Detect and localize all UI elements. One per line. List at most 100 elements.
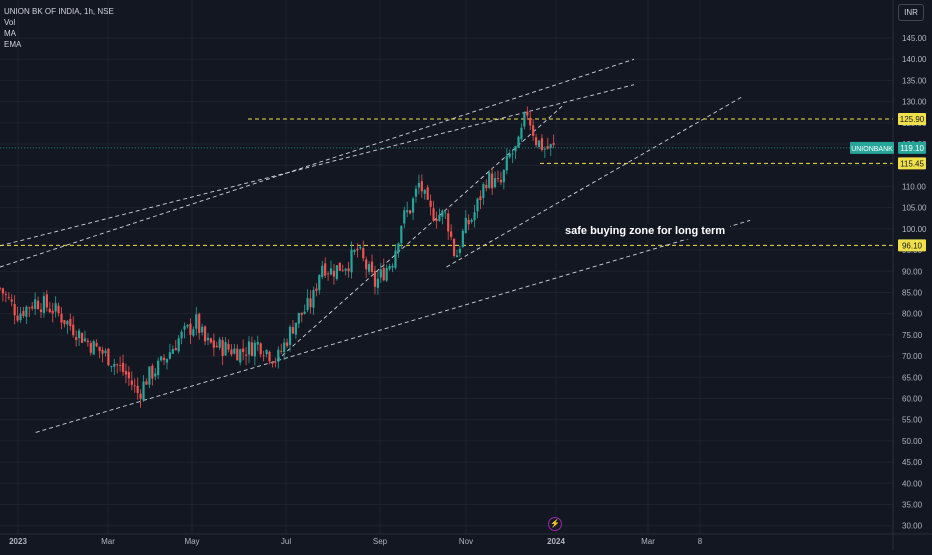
level-label-box [898, 239, 926, 252]
candle-body [265, 350, 268, 354]
candle-body [186, 324, 189, 327]
candle-body [239, 349, 242, 363]
candle-body [523, 112, 526, 127]
candle-body [154, 373, 157, 377]
candle-body [291, 327, 295, 334]
candle-body [318, 275, 321, 291]
candle-body [476, 198, 479, 212]
candle-body [250, 342, 254, 356]
candle-body [198, 313, 201, 333]
candle-body [455, 255, 459, 258]
candle-body [209, 338, 213, 343]
candle-body [92, 340, 95, 355]
candle-body [0, 287, 2, 289]
candle-body [467, 219, 470, 225]
x-tick-label: May [184, 537, 199, 546]
candle-body [303, 311, 306, 314]
candle-body [171, 349, 174, 354]
candle-body [230, 349, 233, 355]
candle-body [113, 363, 116, 367]
candle-body [95, 343, 98, 347]
candle-body [57, 305, 60, 314]
candle-body [160, 356, 163, 361]
candle-body [233, 348, 236, 354]
candle-body [368, 264, 371, 272]
candle-body [224, 342, 227, 356]
y-tick-label: 130.00 [902, 98, 927, 107]
candle-body [537, 140, 541, 147]
y-tick-label: 65.00 [902, 373, 923, 382]
candle-body [101, 349, 104, 354]
candle-body [543, 148, 546, 150]
trend-line[interactable] [0, 58, 635, 268]
level-label-box [898, 157, 926, 170]
candle-body [168, 352, 172, 359]
candle-body [335, 265, 338, 280]
candle-body [491, 173, 494, 189]
candle-body [485, 184, 488, 189]
candle-body [324, 263, 327, 276]
candle-body [429, 200, 432, 207]
candle-body [148, 366, 151, 385]
candle-body [107, 348, 110, 366]
candle-body [119, 365, 122, 366]
x-tick-label: 8 [698, 537, 703, 546]
candle-body [195, 314, 198, 329]
trend-line[interactable] [446, 96, 742, 268]
candle-body [332, 270, 336, 277]
indicator-ema[interactable]: EMA [4, 40, 22, 49]
candle-body [86, 340, 89, 343]
candle-body [142, 381, 145, 401]
candle-body [206, 337, 210, 341]
candle-body [19, 313, 22, 321]
candle-body [13, 303, 16, 316]
candle-body [16, 315, 19, 321]
trend-line[interactable] [35, 219, 751, 433]
candle-body [496, 178, 500, 179]
flash-icon[interactable]: ⚡ [548, 517, 562, 531]
indicator-ma[interactable]: MA [4, 29, 16, 38]
candle-body [315, 288, 318, 291]
candle-body [529, 117, 532, 126]
x-tick-label: 2023 [9, 537, 27, 546]
candle-body [212, 340, 215, 348]
candle-body [121, 362, 125, 372]
candle-body [183, 326, 186, 330]
candle-body [4, 293, 7, 295]
symbol-title[interactable]: UNION BK OF INDIA, 1h, NSE [4, 7, 114, 16]
candle-body [72, 324, 75, 336]
level-label-box [898, 113, 926, 126]
candle-body [514, 146, 517, 152]
candle-body [365, 259, 368, 270]
candle-body [426, 187, 429, 200]
ticker-label: UNIONBANK [851, 146, 893, 153]
candle-body [447, 213, 450, 232]
y-tick-label: 55.00 [902, 416, 923, 425]
candle-body [411, 198, 415, 213]
candle-body [438, 214, 441, 221]
candle-body [116, 364, 119, 366]
x-tick-label: Mar [101, 537, 115, 546]
candle-body [10, 299, 13, 302]
candle-body [28, 307, 31, 309]
currency-button[interactable]: INR [898, 4, 924, 21]
candle-body [189, 323, 192, 335]
candle-body [139, 393, 142, 399]
price-label: 119.10 [900, 144, 924, 153]
candle-body [479, 196, 482, 201]
y-tick-label: 80.00 [902, 310, 923, 319]
candle-body [83, 338, 87, 342]
candle-body [294, 322, 297, 335]
candle-body [450, 231, 453, 238]
candle-body [192, 329, 195, 336]
x-tick-label: Sep [373, 537, 388, 546]
candle-body [344, 268, 347, 271]
candle-body [283, 342, 286, 352]
price-label-box [898, 141, 926, 154]
x-tick-label: Nov [459, 537, 473, 546]
indicator-vol[interactable]: Vol [4, 18, 16, 27]
candle-body [397, 243, 400, 253]
annotation-text[interactable]: safe buying zone for long term [560, 223, 731, 239]
